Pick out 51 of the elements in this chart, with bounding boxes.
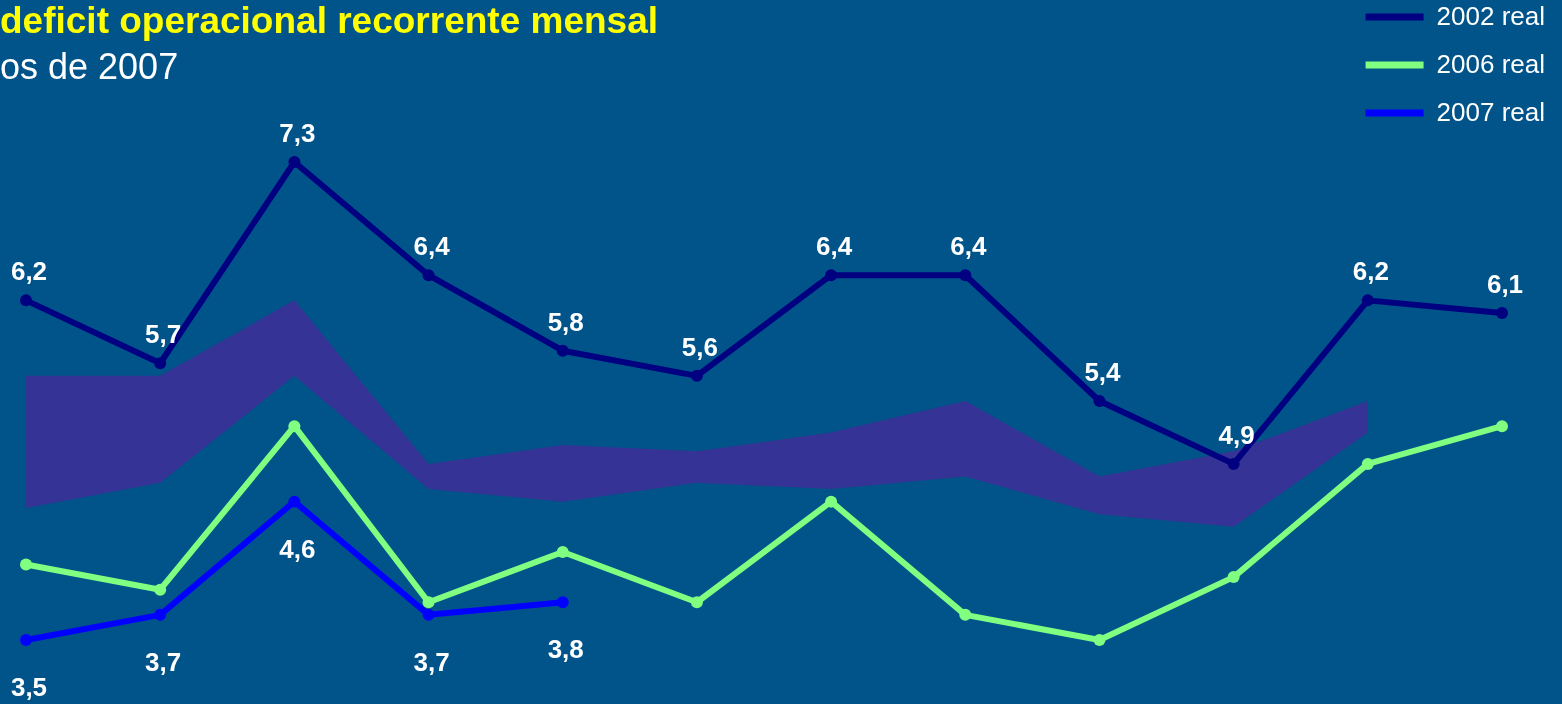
data-label: 6,4	[816, 231, 853, 262]
data-label: 6,4	[413, 231, 451, 262]
point	[20, 294, 32, 307]
point	[1496, 420, 1508, 433]
point	[154, 583, 167, 596]
data-label: 3,5	[10, 672, 48, 703]
point	[154, 608, 167, 621]
point	[288, 495, 301, 508]
data-label: 6,1	[1486, 268, 1524, 299]
data-label: 6,2	[1352, 256, 1389, 287]
data-label: 6,2	[10, 256, 48, 287]
point	[825, 495, 838, 508]
point	[690, 369, 703, 382]
data-label: 5,8	[547, 306, 584, 337]
legend-label: 2002 real	[1436, 1, 1545, 32]
data-label: 5,7	[145, 319, 182, 350]
point	[422, 596, 435, 609]
chart-title: deficit operacional recorrente mensal	[0, 0, 659, 42]
data-label: 4,9	[1218, 419, 1255, 450]
point	[959, 269, 972, 282]
data-label: 5,4	[1084, 357, 1122, 387]
point	[20, 634, 32, 646]
point	[1361, 457, 1374, 470]
point	[690, 596, 703, 609]
point	[1496, 306, 1508, 319]
data-label: 5,6	[681, 331, 718, 362]
data-label: 3,7	[413, 647, 450, 678]
point	[556, 596, 569, 609]
data-label: 7,3	[279, 118, 316, 148]
point	[959, 608, 972, 621]
point	[1227, 571, 1240, 584]
point	[556, 545, 569, 558]
data-label: 3,7	[145, 647, 182, 678]
data-label: 3,8	[547, 634, 584, 665]
data-label: 4,6	[279, 533, 316, 564]
point	[1361, 294, 1374, 307]
legend-label: 2006 real	[1436, 49, 1545, 80]
point	[422, 269, 435, 282]
point	[1093, 395, 1106, 407]
chart-subtitle: os de 2007	[0, 46, 179, 88]
point	[20, 558, 32, 571]
point	[1093, 634, 1106, 646]
point	[422, 608, 435, 621]
legend-label: 2007 real	[1436, 97, 1545, 128]
point	[1227, 457, 1240, 470]
point	[288, 420, 301, 433]
point	[825, 269, 838, 282]
point	[154, 357, 167, 370]
point	[288, 156, 301, 168]
data-label: 6,4	[950, 231, 987, 262]
point	[556, 344, 569, 357]
